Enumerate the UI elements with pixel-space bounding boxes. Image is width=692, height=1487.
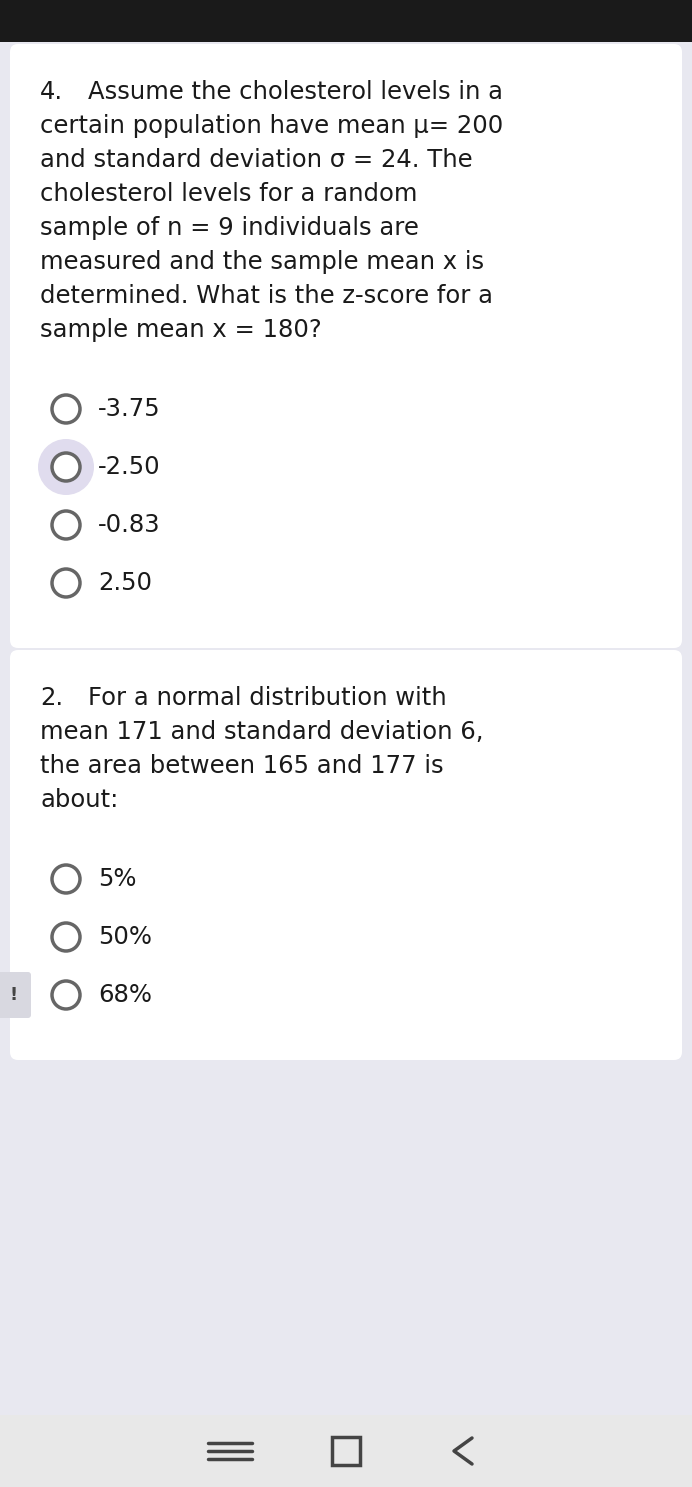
- Text: the area between 165 and 177 is: the area between 165 and 177 is: [40, 754, 444, 778]
- Text: cholesterol levels for a random: cholesterol levels for a random: [40, 181, 417, 207]
- Text: measured and the sample mean x is: measured and the sample mean x is: [40, 250, 484, 274]
- FancyBboxPatch shape: [10, 650, 682, 1060]
- Circle shape: [52, 396, 80, 422]
- FancyBboxPatch shape: [10, 45, 682, 648]
- Text: determined. What is the z-score for a: determined. What is the z-score for a: [40, 284, 493, 308]
- Text: sample mean x = 180?: sample mean x = 180?: [40, 318, 322, 342]
- Circle shape: [52, 570, 80, 596]
- Text: sample of n = 9 individuals are: sample of n = 9 individuals are: [40, 216, 419, 239]
- Circle shape: [38, 439, 94, 495]
- Bar: [0, 1416, 692, 1487]
- Text: 4.: 4.: [40, 80, 63, 104]
- Text: certain population have mean μ= 200: certain population have mean μ= 200: [40, 114, 503, 138]
- Circle shape: [52, 981, 80, 1010]
- Text: -0.83: -0.83: [98, 513, 161, 537]
- Circle shape: [52, 454, 80, 480]
- Bar: [0, 0, 692, 42]
- Text: -3.75: -3.75: [98, 397, 161, 421]
- Text: -2.50: -2.50: [98, 455, 161, 479]
- Circle shape: [52, 865, 80, 894]
- Text: 2.50: 2.50: [98, 571, 152, 595]
- Text: 2.: 2.: [40, 686, 63, 709]
- Text: For a normal distribution with: For a normal distribution with: [88, 686, 446, 709]
- Circle shape: [52, 923, 80, 952]
- Text: !: !: [10, 986, 18, 1004]
- Text: 5%: 5%: [98, 867, 136, 891]
- Text: mean 171 and standard deviation 6,: mean 171 and standard deviation 6,: [40, 720, 484, 744]
- Text: 68%: 68%: [98, 983, 152, 1007]
- Text: about:: about:: [40, 788, 118, 812]
- Text: and standard deviation σ = 24. The: and standard deviation σ = 24. The: [40, 149, 473, 172]
- Text: Assume the cholesterol levels in a: Assume the cholesterol levels in a: [88, 80, 503, 104]
- Text: 50%: 50%: [98, 925, 152, 949]
- FancyBboxPatch shape: [0, 972, 31, 1019]
- Circle shape: [52, 512, 80, 538]
